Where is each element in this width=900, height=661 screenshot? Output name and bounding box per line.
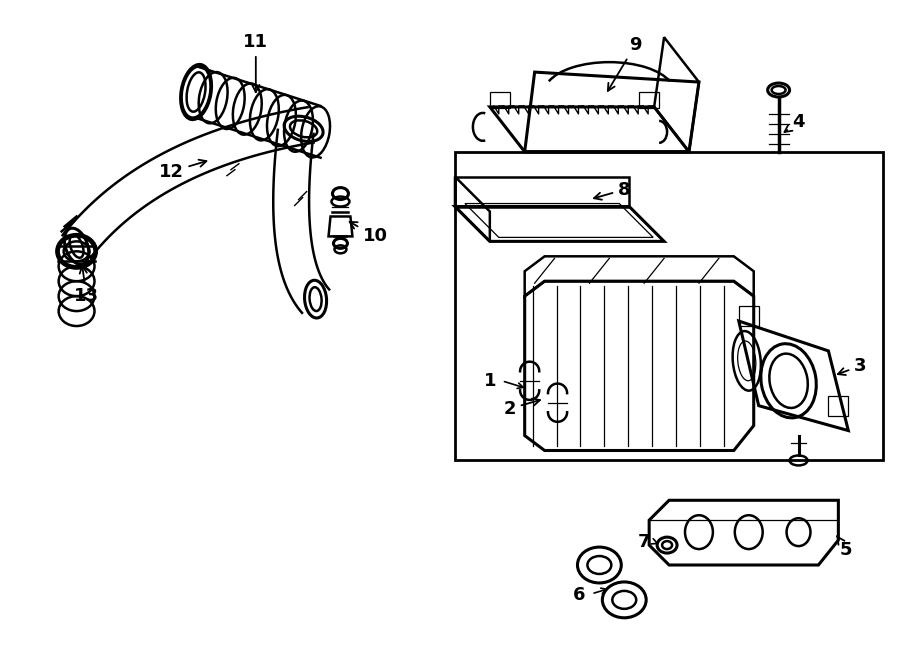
Text: 11: 11 bbox=[243, 33, 268, 92]
Text: 5: 5 bbox=[837, 536, 852, 559]
Bar bbox=[455, 152, 883, 461]
Text: 6: 6 bbox=[573, 586, 586, 604]
Text: 12: 12 bbox=[158, 160, 206, 180]
Text: 4: 4 bbox=[785, 113, 805, 132]
Text: 13: 13 bbox=[74, 266, 99, 305]
Text: 9: 9 bbox=[608, 36, 642, 91]
Text: 1: 1 bbox=[483, 371, 496, 390]
Text: 3: 3 bbox=[838, 357, 867, 375]
Text: 8: 8 bbox=[594, 180, 631, 200]
Text: 2: 2 bbox=[503, 399, 540, 418]
Text: 7: 7 bbox=[638, 533, 651, 551]
Text: 10: 10 bbox=[349, 222, 388, 245]
